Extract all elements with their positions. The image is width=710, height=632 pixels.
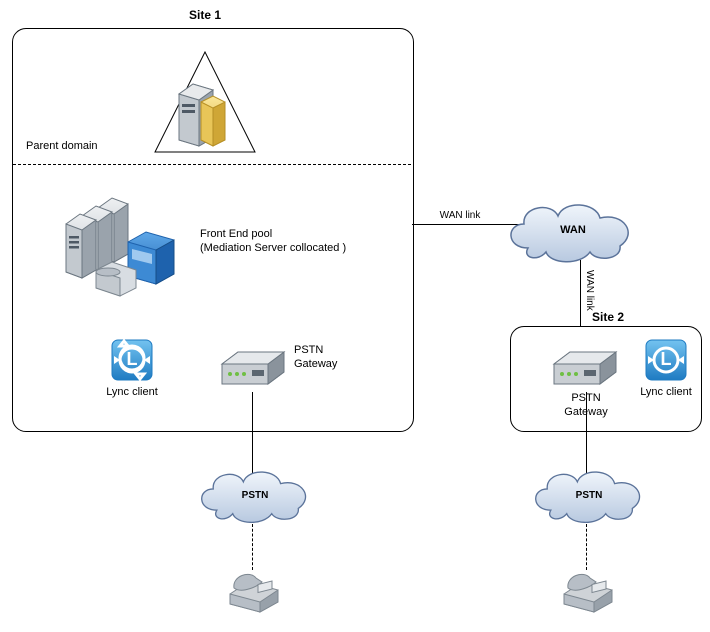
phone-left-icon (228, 566, 280, 614)
pstn-cloud-left-label: PSTN (232, 490, 278, 503)
site1-title: Site 1 (150, 8, 260, 23)
svg-text:L: L (661, 349, 672, 369)
lync-client-label-site1: Lync client (100, 386, 164, 400)
wan-link-v-label: WAN link (584, 270, 595, 311)
pstn-cloud-right-label: PSTN (566, 490, 612, 503)
frontend-label2: (Mediation Server collocated ) (200, 242, 390, 256)
lync-client-icon-site2: L (644, 338, 688, 382)
wan-link-h-label: WAN link (430, 210, 490, 223)
svg-text:L: L (127, 349, 138, 369)
wan-cloud-label: WAN (548, 224, 598, 238)
site1-divider (13, 164, 411, 165)
pstn-gateway-label-site1: PSTNGateway (294, 344, 354, 372)
frontend-pool-icon (58, 196, 198, 306)
pstn-left-to-phone (252, 524, 253, 570)
pstn-right-to-phone (586, 524, 587, 570)
frontend-label1: Front End pool (200, 228, 370, 242)
phone-right-icon (562, 566, 614, 614)
lync-client-icon-site1: L (110, 338, 154, 382)
lync-client-label-site2: Lync client (634, 386, 698, 400)
pstn-gateway-icon-site2 (550, 350, 620, 392)
ad-server-icon (145, 48, 265, 158)
parent-domain-label: Parent domain (26, 140, 126, 154)
pstn-gateway-icon-site1 (218, 350, 288, 392)
site2-title: Site 2 (578, 310, 638, 325)
